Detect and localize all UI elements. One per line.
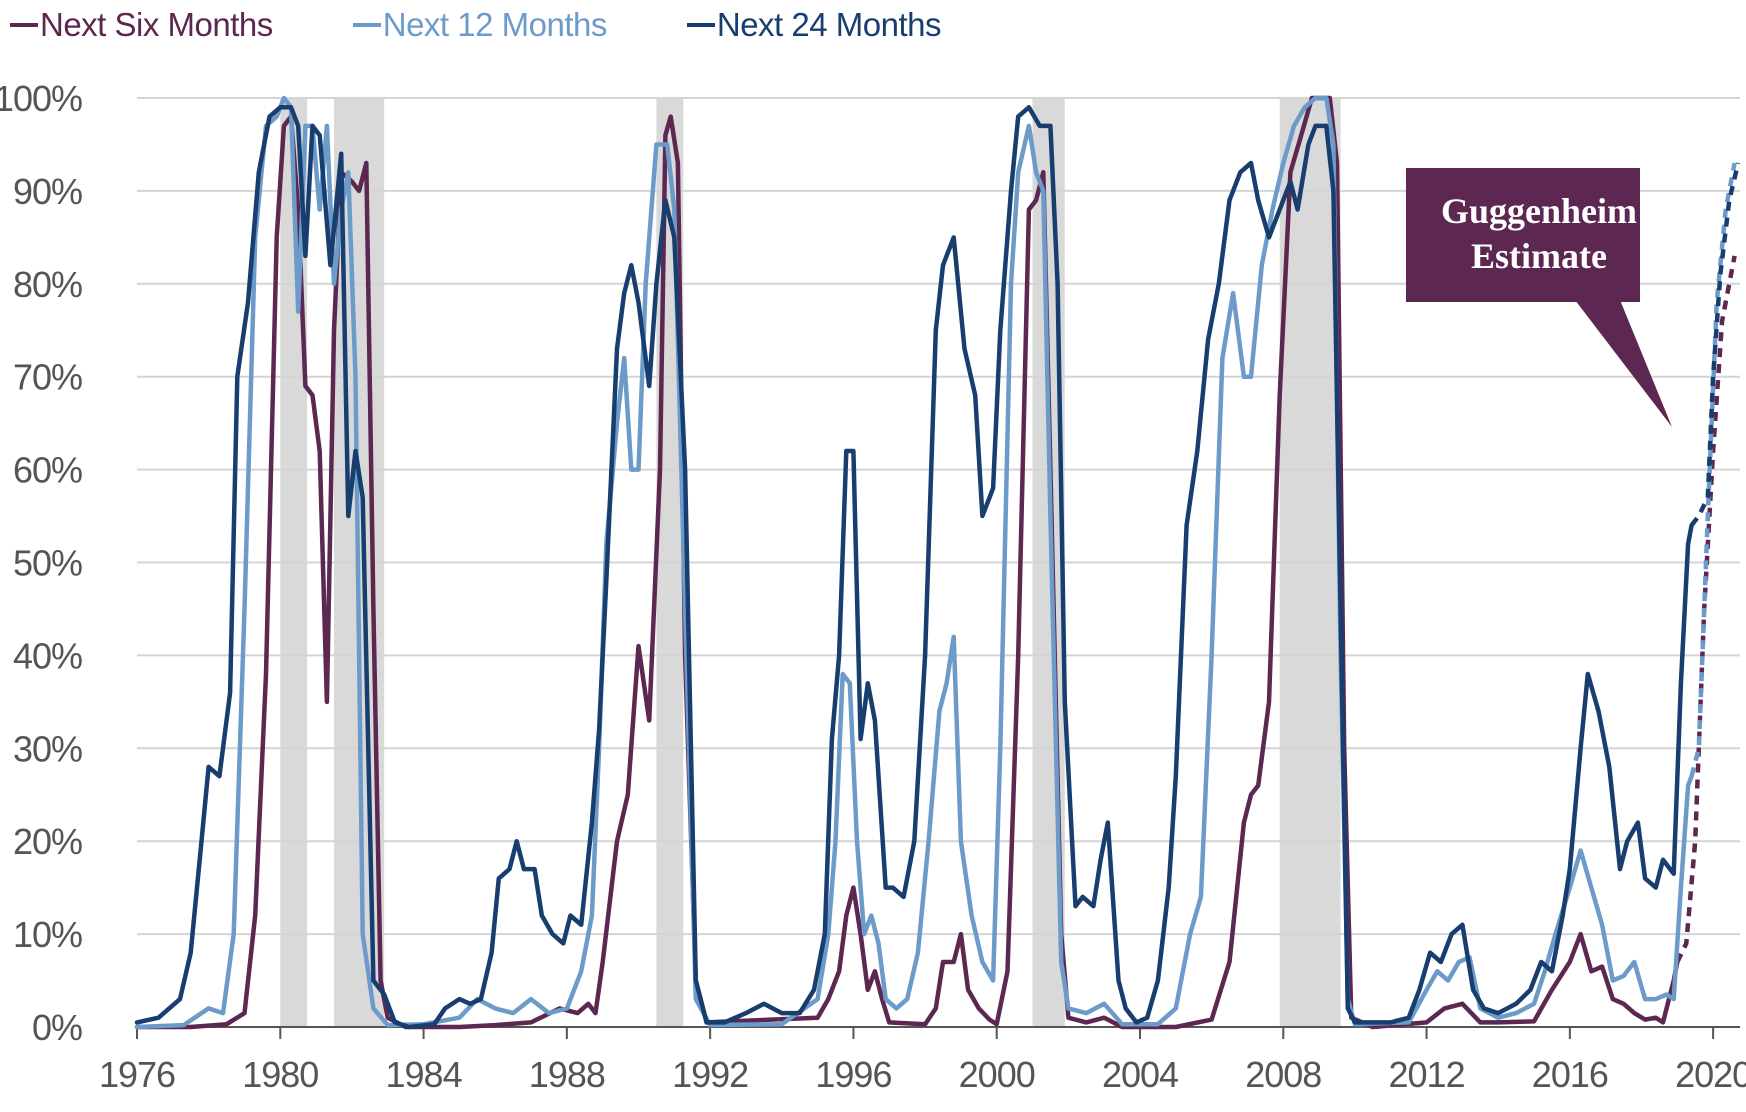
x-tick-label: 1988 [529,1054,605,1095]
legend-swatch-24-months [686,23,715,27]
series-line-1 [134,95,1694,1030]
x-tick-label: 2008 [1245,1054,1321,1095]
annotation-pointer [1575,300,1672,427]
x-tick-label: 1976 [99,1054,175,1095]
y-tick-label: 50% [13,543,82,584]
annotation: Guggenheim Estimate [1406,168,1672,427]
x-tick-label: 1992 [672,1054,748,1095]
y-tick-label: 10% [13,914,82,955]
y-tick-label: 20% [13,821,82,862]
axes: 0% 10% 20% 30% 40% 50% 60% 70% 80% 90% 100% 1976 198… [0,78,1746,1095]
legend: Next Six Months Next 12 Months Next 24 M… [10,6,942,44]
y-tick-label: 60% [13,450,82,491]
legend-item-12-months: Next 12 Months [352,6,608,44]
legend-item-six-months: Next Six Months [10,6,273,44]
x-tick-label: 1980 [242,1054,318,1095]
x-tick-label: 2000 [959,1054,1035,1095]
y-tick-label: 70% [13,357,82,398]
x-tick-label: 2012 [1389,1054,1465,1095]
legend-label-12-months: Next 12 Months [382,6,608,43]
legend-swatch-12-months [352,23,381,27]
y-tick-label: 90% [13,171,82,212]
legend-label-24-months: Next 24 Months [716,6,942,43]
legend-item-24-months: Next 24 Months [686,6,942,44]
x-tick-label: 2020 [1675,1054,1746,1095]
annotation-box [1406,168,1640,302]
y-tick-label: 30% [13,728,82,769]
annotation-line-2: Estimate [1471,236,1607,276]
y-tick-label: 80% [13,264,82,305]
x-tick-label: 2016 [1532,1054,1608,1095]
x-tick-label: 1984 [386,1054,462,1095]
y-tick-label: 100% [0,78,82,119]
annotation-line-1: Guggenheim [1441,191,1637,231]
series-line-2 [134,105,1694,1030]
legend-swatch-six-months [10,23,38,27]
x-tick-label: 1996 [815,1054,891,1095]
series-lines [134,95,1741,1030]
y-tick-label: 40% [13,635,82,676]
series-line-0 [134,95,1680,1030]
legend-label-six-months: Next Six Months [40,6,273,43]
y-tick-label: 0% [32,1007,82,1048]
x-tick-label: 2004 [1102,1054,1178,1095]
